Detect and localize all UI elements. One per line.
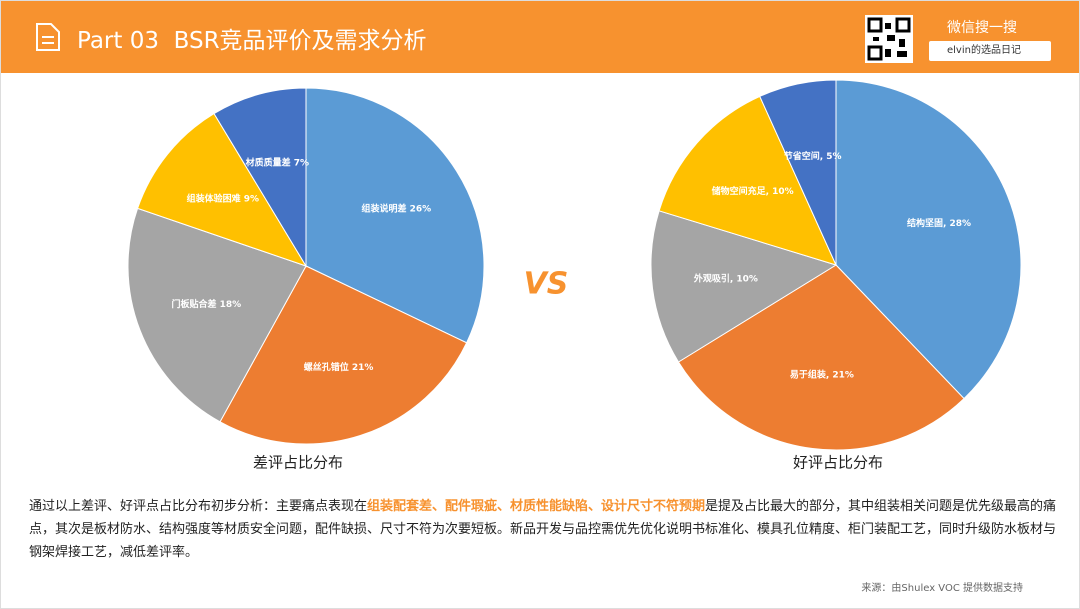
slice-label: 外观吸引, 10%	[693, 273, 758, 285]
doc-icon	[36, 23, 60, 51]
pie-slice	[213, 87, 307, 268]
slice-label: 结构坚固, 28%	[907, 217, 971, 229]
summary-text: 通过以上差评、好评点占比分布初步分析：主要痛点表现在	[29, 499, 368, 514]
chart-title: 差评占比分布	[253, 454, 343, 472]
search-box[interactable]: elvin的选品日记	[929, 41, 1051, 61]
slice-label: 螺丝孔错位 21%	[304, 361, 374, 373]
summary-highlight: 组装配套差、配件瑕疵、材质性能缺陷、设计尺寸不符预期	[367, 499, 706, 514]
header-bar: Part 03 BSR竞品评价及需求分析 微信搜一搜 elvin的选品日记	[1, 1, 1079, 73]
search-text: elvin的选品日记	[947, 45, 1021, 56]
pie-slice	[677, 264, 965, 451]
slice-label: 储物空间充足, 10%	[712, 185, 794, 197]
slice-label: 组装体验困难 9%	[187, 192, 259, 204]
pie-slice	[835, 79, 1022, 400]
pie-slice	[650, 210, 838, 363]
summary-text: 是提及占比最大的部分，其中组装相关问题是优先级最高的痛点，其次是板材防水、结构强…	[29, 499, 1057, 560]
qr-code	[865, 15, 913, 63]
pie-slice	[759, 79, 837, 266]
source: 来源：由Shulex VOC 提供数据支持	[861, 583, 1023, 594]
pie-slice	[305, 87, 485, 344]
header-title: Part 03 BSR竞品评价及需求分析	[77, 28, 427, 54]
wechat-label: 微信搜一搜	[947, 20, 1017, 36]
slice-label: 节省空间, 5%	[784, 150, 842, 162]
pie-slice	[658, 95, 837, 266]
chart: VS 组装说明差 26% 螺丝孔错位 21% 门板贴合差 18% 组装体验困难 9% 材…	[127, 79, 1022, 472]
chart-title: 好评占比分布	[793, 454, 883, 472]
slice-label: 组装说明差 26%	[362, 203, 432, 215]
slice-label: 易于组装, 21%	[790, 369, 854, 381]
slice-label: 门板贴合差 18%	[172, 298, 242, 310]
vs-label: VS	[524, 267, 569, 302]
pie-slice	[127, 207, 307, 423]
summary: 通过以上差评、好评点占比分布初步分析：主要痛点表现在组装配套差、配件瑕疵、材质性…	[29, 495, 1059, 564]
slice-label: 材质质量差 7%	[245, 157, 309, 169]
pie-slice	[136, 112, 308, 267]
